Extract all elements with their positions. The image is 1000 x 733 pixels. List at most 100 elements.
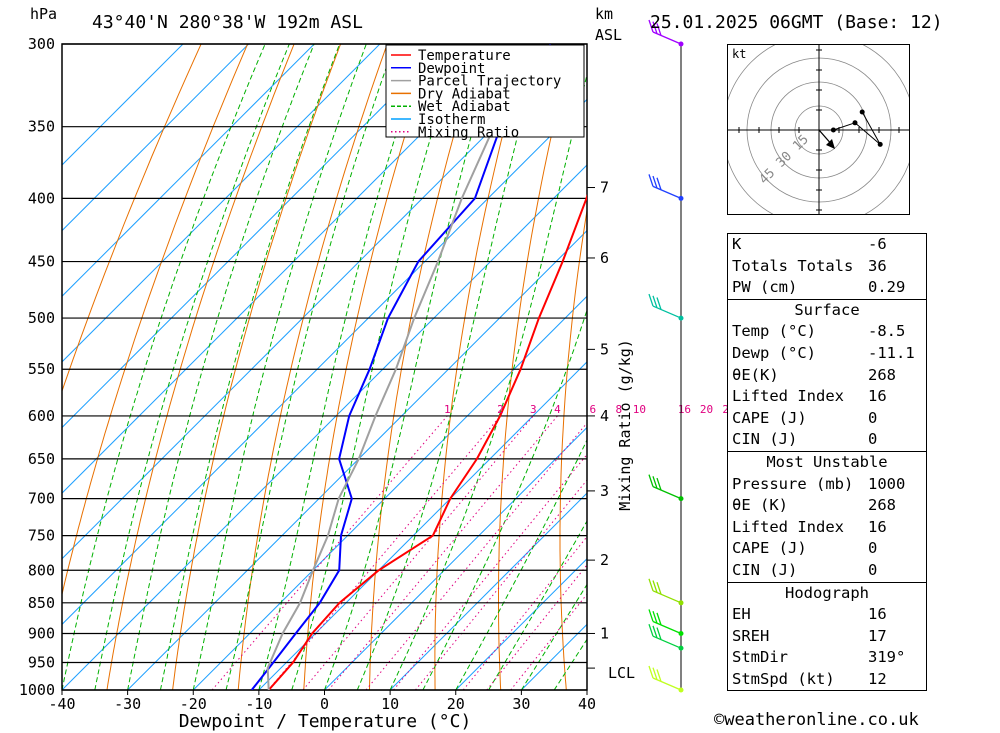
mixing-ratio-line [211, 415, 448, 690]
km-tick-label: 4 [600, 407, 609, 425]
most-unstable-row: Pressure (mb) 1000 [728, 474, 926, 496]
wind-barb-shaft [652, 305, 682, 319]
wind-barb-flag [652, 175, 658, 189]
dry-adiabat-line [369, 44, 481, 690]
isotherm-line [62, 44, 315, 297]
wind-barb-flag [652, 476, 658, 489]
surface-value: 0 [868, 430, 878, 449]
wind-barb-flag [652, 580, 658, 593]
dry-adiabat-line [62, 44, 202, 393]
totals-label: Totals Totals [732, 256, 854, 275]
legend-label: Mixing Ratio [418, 125, 519, 141]
mixing-ratio-label: 3 [530, 403, 537, 416]
mixing-ratio-line [486, 564, 587, 690]
hodograph-row: EH 16 [728, 604, 926, 626]
wind-barb-column [648, 19, 684, 693]
surface-value: 0 [868, 408, 878, 427]
hodograph-rows: EH 16 SREH 17 StmDir 319° StmSpd (kt) 12 [728, 604, 926, 690]
pressure-tick-label: 800 [28, 561, 55, 579]
wind-barb-flag [656, 612, 662, 626]
pressure-tick-label: 850 [28, 594, 55, 612]
wind-barb [648, 293, 682, 319]
legend-label: Parcel Trajectory [418, 74, 561, 90]
wind-barb-flag [648, 174, 654, 187]
mixing-ratio-label: 8 [615, 403, 622, 416]
most-unstable-value: 1000 [868, 474, 906, 493]
hodograph-row: StmSpd (kt) 12 [728, 669, 926, 691]
surface-label: CAPE (J) [732, 408, 807, 427]
legend-label: Dewpoint [418, 61, 485, 77]
wet-adiabat-line [94, 44, 290, 690]
pressure-tick-label: 900 [28, 624, 55, 642]
mixing-ratio-axis-label: Mixing Ratio (g/kg) [616, 339, 634, 511]
storm-motion-arrowhead [826, 139, 835, 149]
wind-barb-flag [648, 665, 654, 679]
wind-barb-flag [648, 19, 654, 33]
wind-barb-flag [652, 21, 658, 34]
indices-table: K -6 Totals Totals 36 PW (cm) 0.29 Surface … [727, 233, 927, 692]
wind-barb-flag [656, 669, 662, 682]
mixing-ratio-line [393, 453, 587, 690]
surface-value: 16 [868, 387, 887, 406]
isotherm-line [62, 44, 446, 429]
surface-label: Lifted Index [732, 387, 844, 406]
isotherm-line [324, 426, 587, 690]
isotherm-line [192, 295, 587, 690]
x-tick-label: -10 [245, 695, 272, 713]
hodograph-point [852, 120, 858, 126]
wind-barb-flag [656, 297, 662, 310]
pressure-unit: hPa [30, 5, 57, 23]
credit-link[interactable]: ©weatheronline.co.uk [714, 710, 919, 730]
wind-barb [648, 578, 682, 604]
isotherm-line [62, 44, 381, 363]
pressure-tick-label: 450 [28, 253, 55, 271]
pressure-tick-label: 300 [28, 35, 55, 53]
wind-barb-flag [648, 623, 654, 637]
surface-row: CIN (J) 0 [728, 429, 926, 451]
most-unstable-row: CAPE (J) 0 [728, 538, 926, 560]
mixing-ratio-label: 20 [700, 403, 713, 416]
wet-adiabat-line [356, 44, 543, 690]
wind-barb-flag [656, 177, 662, 190]
isotherm-line [62, 44, 578, 560]
x-tick-label: -40 [48, 695, 75, 713]
pw-value: 0.29 [868, 278, 906, 297]
x-tick-label: 10 [381, 695, 399, 713]
series-dewpoint [250, 44, 552, 690]
mixing-ratio-line [415, 479, 587, 690]
km-tick-label: 5 [600, 340, 609, 358]
wet-adiabat-line [258, 44, 426, 690]
surface-row: CAPE (J) 0 [728, 408, 926, 430]
wind-barb [648, 19, 682, 45]
pressure-tick-label: 650 [28, 450, 55, 468]
wind-barb-flag [648, 578, 654, 592]
isotherm-line [389, 492, 587, 690]
x-tick-label: 30 [512, 695, 530, 713]
k-index-value: -6 [868, 235, 887, 253]
isotherm-line [127, 229, 587, 690]
wind-barb-shaft [652, 31, 682, 45]
hodograph-row: StmDir 319° [728, 647, 926, 669]
hodograph-point [859, 109, 865, 115]
pressure-tick-label: 550 [28, 360, 55, 378]
mixing-ratio-line [328, 415, 558, 690]
most-unstable-value: 0 [868, 539, 878, 558]
wind-barb-flag [652, 295, 658, 308]
pressure-tick-label: 700 [28, 490, 55, 508]
isotherm-line [62, 44, 512, 494]
hodograph-point [877, 141, 883, 147]
x-tick-label: 0 [320, 695, 329, 713]
dry-adiabat-line [106, 44, 295, 690]
pw-label: PW (cm) [732, 278, 798, 297]
km-tick-label: 7 [600, 179, 609, 197]
pressure-tick-label: 1000 [19, 681, 55, 699]
km-tick-label: 1 [600, 624, 609, 642]
wind-barb [648, 174, 682, 199]
most-unstable-row: CIN (J) 0 [728, 560, 926, 582]
isotherm-line [62, 44, 249, 232]
dry-adiabat-line [991, 44, 1000, 690]
most-unstable-value: 0 [868, 560, 878, 579]
x-tick-label: -30 [114, 695, 141, 713]
series-temperature [267, 194, 587, 690]
